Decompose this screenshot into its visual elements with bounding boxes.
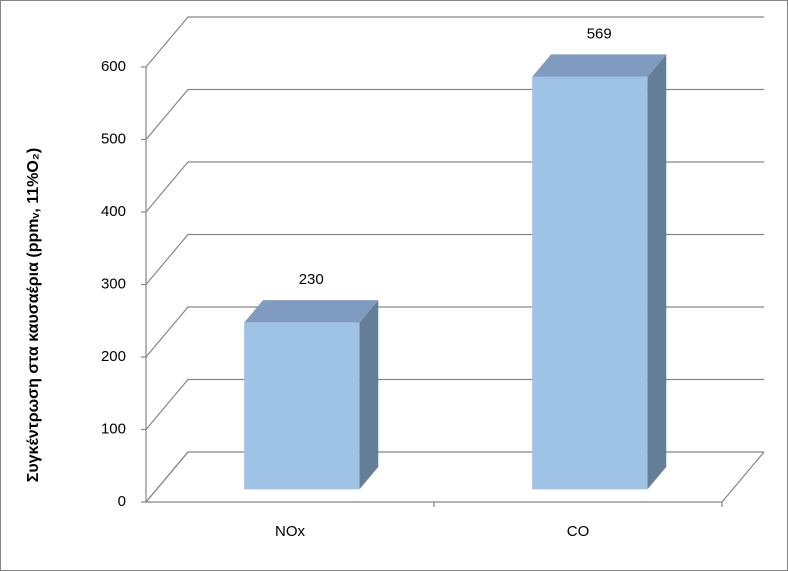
x-tick-label: NOx <box>275 523 306 540</box>
y-tick-label: 600 <box>101 58 126 75</box>
y-tick-label: 200 <box>101 348 126 365</box>
y-tick-label: 100 <box>101 420 126 437</box>
bar-side <box>647 54 667 490</box>
grid-line <box>145 16 764 68</box>
bar <box>244 322 360 490</box>
y-tick-label: 500 <box>101 130 126 147</box>
bar-top <box>244 300 379 323</box>
data-label: 569 <box>587 25 612 42</box>
data-label: 230 <box>299 271 324 288</box>
x-tick-label: CO <box>567 523 590 540</box>
bar-side <box>359 300 379 490</box>
y-axis-title: Συγκέντρωση στα καυσαέρια (ppmᵥ, 11%O₂) <box>25 148 42 483</box>
y-tick-label: 0 <box>118 493 126 510</box>
bar <box>532 76 648 490</box>
bar-top <box>532 54 667 77</box>
y-tick-label: 300 <box>101 275 126 292</box>
y-tick-label: 400 <box>101 203 126 220</box>
